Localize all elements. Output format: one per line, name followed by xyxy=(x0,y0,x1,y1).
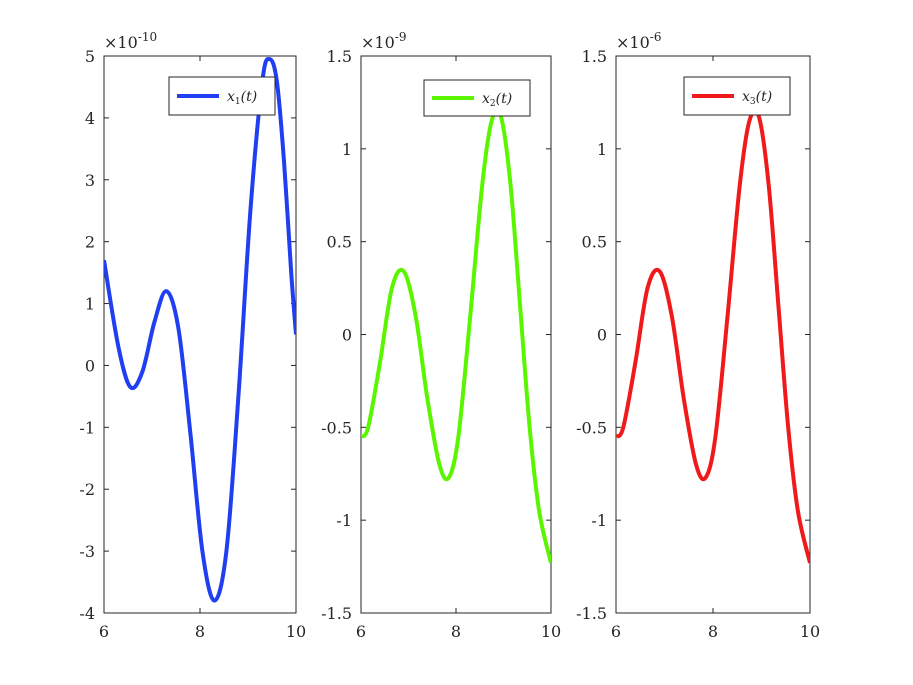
y-tick-label: 1 xyxy=(85,295,95,314)
y-tick-label: 0 xyxy=(597,326,607,345)
series-line-x1 xyxy=(104,56,296,603)
y-tick-label: -1 xyxy=(336,511,352,530)
y-tick-label: -2 xyxy=(79,480,95,499)
y-tick-label: -1 xyxy=(79,418,95,437)
x-tick-label: 10 xyxy=(800,622,820,641)
y-tick-label: -1.5 xyxy=(321,604,352,623)
y-tick-label: -3 xyxy=(79,542,95,561)
legend: x3(t) xyxy=(683,76,791,116)
series-line-x2 xyxy=(361,108,551,564)
subplot-3: 6 8 10 -1.5 -1 -0.5 0 0.5 1 1.5 ×10-6 x3(t) xyxy=(576,30,820,641)
x-tick-label: 8 xyxy=(708,622,718,641)
y-tick-label: 1 xyxy=(597,140,607,159)
axis-multiplier: ×10-6 xyxy=(616,30,661,52)
y-tick-label: 5 xyxy=(85,47,95,66)
legend-label: x2(t) xyxy=(482,91,512,109)
y-tick-label: 0.5 xyxy=(582,233,607,252)
y-tick-label: 0 xyxy=(85,356,95,375)
x-tick-label: 8 xyxy=(195,622,205,641)
y-tick-label: 0 xyxy=(342,326,352,345)
subplot-2: 6 8 10 -1.5 -1 -0.5 0 0.5 1 1.5 ×10-9 x2(t) xyxy=(321,30,561,641)
x-tick-label: 6 xyxy=(356,622,366,641)
y-tick-label: 4 xyxy=(85,109,95,128)
subplot-1: 6 8 10 -4 -3 -2 -1 0 1 2 3 4 5 ×10-10 x1(t) xyxy=(79,30,306,641)
y-tick-label: 1.5 xyxy=(327,47,352,66)
legend: x1(t) xyxy=(168,76,276,116)
x-tick-label: 10 xyxy=(541,622,561,641)
legend-label: x3(t) xyxy=(742,89,772,107)
y-tick-label: 3 xyxy=(85,171,95,190)
legend: x2(t) xyxy=(423,79,531,117)
axis-multiplier: ×10-10 xyxy=(104,30,157,52)
y-tick-label: -0.5 xyxy=(576,418,607,437)
axis-multiplier: ×10-9 xyxy=(361,30,406,52)
legend-box xyxy=(168,76,276,116)
y-tick-label: 0.5 xyxy=(327,233,352,252)
x-tick-label: 6 xyxy=(99,622,109,641)
y-tick-label: -4 xyxy=(79,604,95,623)
y-tick-label: -1 xyxy=(591,511,607,530)
y-tick-label: -1.5 xyxy=(576,604,607,623)
y-tick-label: 2 xyxy=(85,233,95,252)
legend-label: x1(t) xyxy=(227,89,257,107)
y-tick-label: 1 xyxy=(342,140,352,159)
x-tick-label: 6 xyxy=(611,622,621,641)
series-line-x3 xyxy=(616,108,810,564)
y-tick-label: 1.5 xyxy=(582,47,607,66)
x-tick-label: 10 xyxy=(286,622,306,641)
x-tick-label: 8 xyxy=(451,622,461,641)
y-tick-label: -0.5 xyxy=(321,418,352,437)
